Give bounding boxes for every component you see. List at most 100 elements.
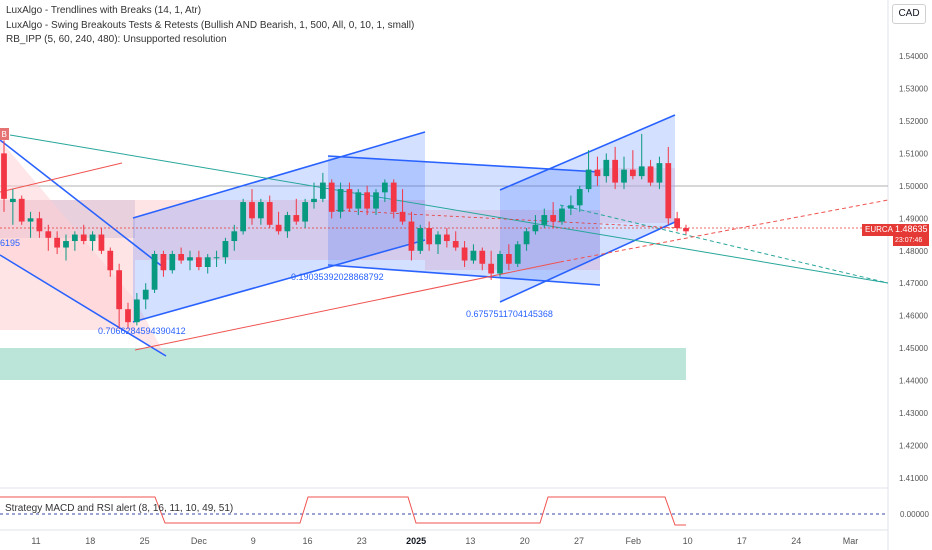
- price-tick-label: 1.53000: [899, 84, 928, 93]
- red-dashed-line: [329, 209, 681, 229]
- time-tick-label: 16: [302, 536, 312, 546]
- candle-body: [532, 224, 539, 232]
- candle-body: [612, 159, 619, 183]
- support-zone: [0, 348, 686, 380]
- price-tick-label: 1.54000: [899, 52, 928, 61]
- candle-body: [98, 234, 105, 251]
- legend-line-2[interactable]: LuxAlgo - Swing Breakouts Tests & Retest…: [6, 19, 415, 31]
- price-tag-timer: 23:07:46: [895, 237, 923, 244]
- candle-body: [683, 228, 689, 232]
- candle-body: [479, 250, 486, 264]
- fib-label-1: 0.7066284594390412: [98, 326, 186, 336]
- candles: [1, 133, 689, 329]
- candle-body: [133, 299, 140, 323]
- price-tick-label: 1.42000: [899, 442, 928, 451]
- price-tag: 1.48635 23:07:46: [893, 224, 929, 246]
- candle-body: [54, 237, 61, 248]
- candle-body: [603, 159, 610, 177]
- candle-body: [231, 231, 238, 242]
- falling-channel-bottom: [0, 254, 167, 357]
- candle-body: [638, 166, 645, 177]
- time-tick-label: 27: [574, 536, 584, 546]
- candle-body: [195, 257, 202, 267]
- candle-body: [621, 169, 627, 183]
- time-tick-label: 17: [737, 536, 747, 546]
- osc-signal-line: [0, 496, 686, 526]
- candle-body: [116, 270, 123, 310]
- oscillator-legend[interactable]: Strategy MACD and RSI alert (8, 16, 11, …: [5, 503, 234, 514]
- time-tick-label: 25: [140, 536, 150, 546]
- candle-body: [390, 182, 397, 212]
- candle-body: [435, 234, 441, 245]
- rising-channel-top: [132, 131, 426, 219]
- candle-body: [488, 263, 495, 274]
- candle-body: [656, 163, 663, 183]
- indicator-legend: LuxAlgo - Trendlines with Breaks (14, 1,…: [6, 4, 414, 48]
- candle-body: [567, 205, 574, 209]
- candle-body: [142, 289, 149, 300]
- candle-body: [629, 169, 636, 177]
- candle-body: [408, 221, 415, 251]
- candle-body: [399, 211, 406, 222]
- candle-body: [337, 189, 344, 212]
- legend-line-1[interactable]: LuxAlgo - Trendlines with Breaks (14, 1,…: [6, 5, 202, 16]
- candle-body: [311, 198, 317, 203]
- red-support-line: [134, 261, 561, 351]
- candle-body: [27, 218, 34, 222]
- time-axis: 11 18 25 Dec 9 16 23 2025 13 20 27 Feb 10 17 24 Mar: [31, 536, 858, 546]
- candle-body: [355, 192, 362, 209]
- osc-tick: 0.00000: [900, 510, 929, 519]
- time-tick-label: 18: [85, 536, 95, 546]
- price-tick-label: 1.47000: [899, 279, 928, 288]
- candle-body: [576, 189, 583, 206]
- candle-body: [346, 189, 353, 209]
- time-tick-label: 9: [251, 536, 256, 546]
- candle-body: [505, 254, 512, 264]
- time-tick-label: 11: [31, 536, 40, 546]
- price-tick-label: 1.41000: [899, 474, 928, 483]
- price-tick-label: 1.50000: [899, 182, 928, 191]
- candle-body: [160, 254, 167, 271]
- oscillator-pane: 0.00000: [0, 487, 929, 526]
- legend-line-3[interactable]: RB_IPP (5, 60, 240, 480): Unsupported re…: [6, 34, 227, 45]
- time-tick-label: 2025: [406, 536, 426, 546]
- candle-body: [443, 234, 450, 242]
- candle-body: [107, 250, 114, 271]
- candle-body: [541, 215, 548, 225]
- candle-body: [647, 166, 654, 183]
- candle-body: [470, 250, 477, 261]
- candle-body: [125, 309, 131, 323]
- candle-body: [452, 241, 459, 248]
- candle-body: [89, 234, 96, 242]
- candle-body: [461, 247, 468, 261]
- candle-body: [293, 215, 300, 222]
- time-tick-label: 23: [357, 536, 367, 546]
- falling-channel-fill: [0, 140, 165, 355]
- price-tag-value: 1.48635: [895, 224, 928, 234]
- candle-body: [585, 169, 592, 190]
- currency-button[interactable]: CAD: [892, 4, 926, 24]
- candle-body: [18, 198, 25, 222]
- time-tick-label: Mar: [843, 536, 859, 546]
- price-tick-label: 1.46000: [899, 312, 928, 321]
- candle-body: [80, 234, 87, 242]
- price-tick-label: 1.52000: [899, 117, 928, 126]
- price-tick-label: 1.51000: [899, 149, 928, 158]
- candle-body: [36, 218, 43, 232]
- candle-body: [204, 257, 211, 267]
- time-tick-label: Dec: [191, 536, 208, 546]
- candle-body: [178, 254, 185, 261]
- candle-body: [381, 182, 388, 193]
- candle-body: [417, 228, 424, 251]
- candle-body: [302, 202, 309, 222]
- candle-body: [284, 215, 291, 232]
- time-tick-label: Feb: [626, 536, 642, 546]
- break-marker-label: B: [2, 130, 7, 139]
- candle-body: [364, 192, 371, 209]
- candle-body: [328, 182, 335, 212]
- break-marker: [0, 128, 9, 140]
- candle-body: [523, 231, 530, 245]
- price-tick-label: 1.44000: [899, 377, 928, 386]
- candle-body: [559, 208, 565, 222]
